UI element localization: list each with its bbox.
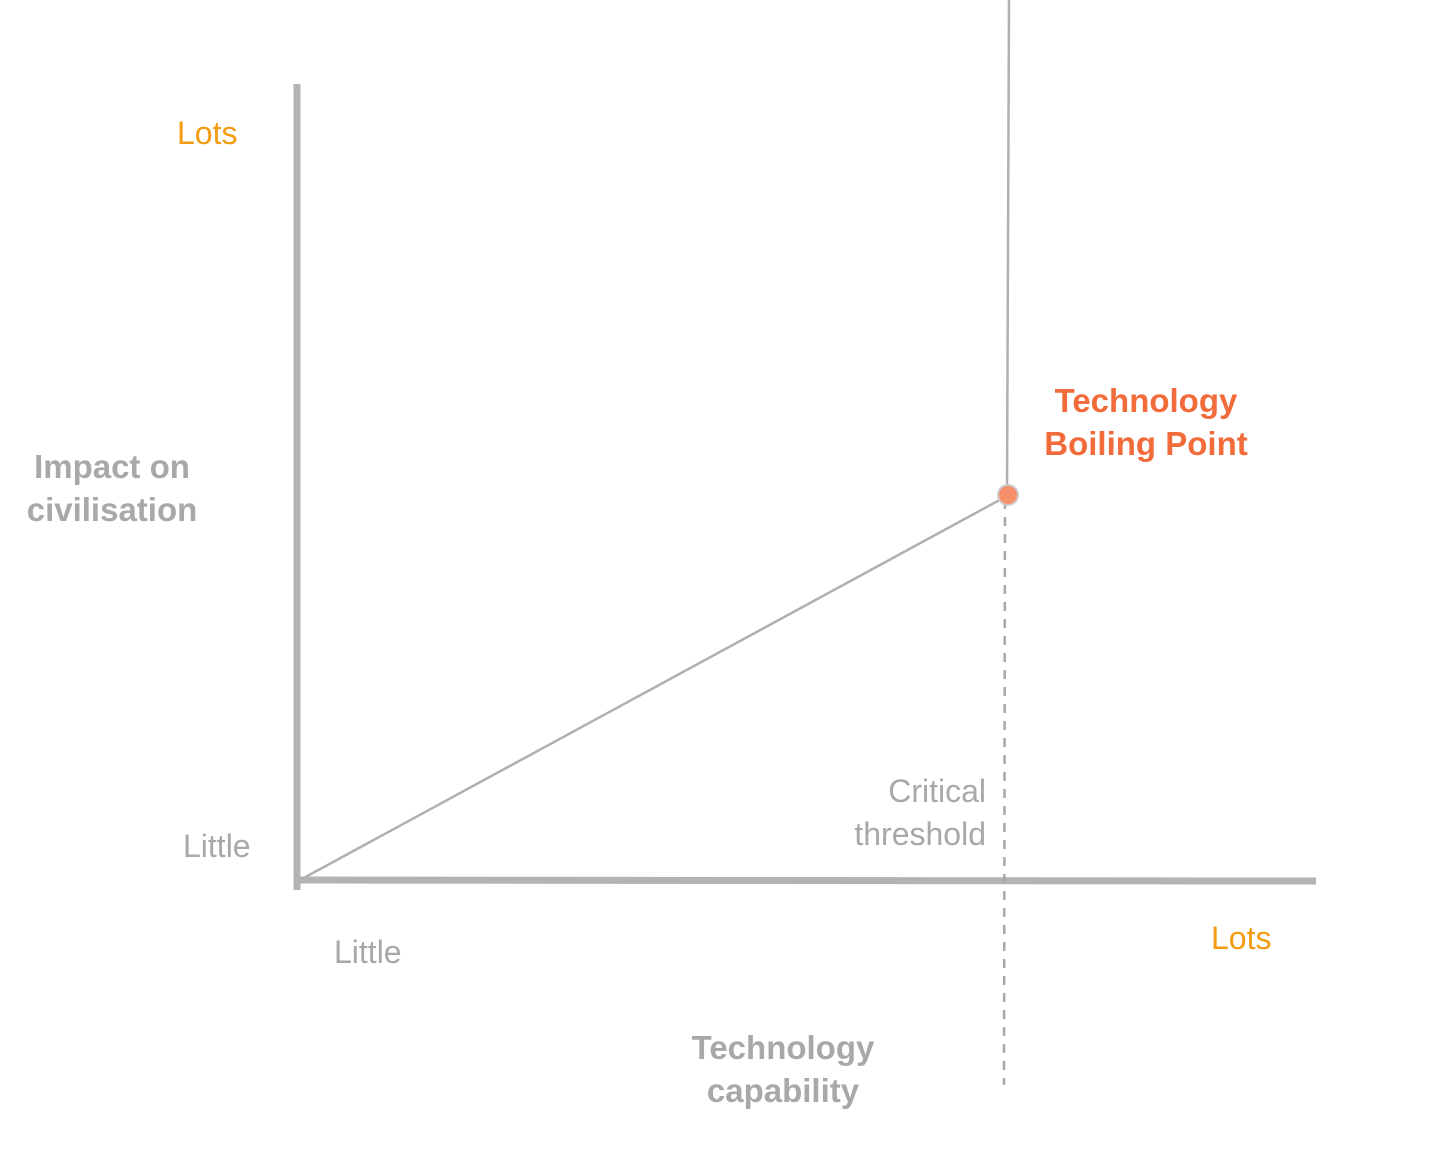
y-axis-title-line-2: civilisation [27, 491, 198, 528]
critical-threshold-label-line-1: Critical [888, 773, 986, 809]
y-axis-title-line-1: Impact on [34, 448, 190, 485]
boiling-point-label-line-1: Technology [1055, 382, 1238, 419]
linear-growth-line [299, 494, 1008, 882]
vertical-jump-line [1005, 0, 1011, 497]
y-axis-top-label: Lots [177, 115, 237, 151]
critical-threshold-label-line-2: threshold [854, 816, 986, 852]
y-axis-bottom-label: Little [183, 828, 251, 864]
x-axis-left-label: Little [334, 934, 402, 970]
critical-threshold-line [1002, 499, 1007, 1086]
boiling-point-marker [997, 484, 1019, 506]
x-axis-title-line-1: Technology [692, 1029, 875, 1066]
x-axis-line [296, 876, 1317, 885]
x-axis-title-line-2: capability [707, 1072, 860, 1109]
x-axis-right-label: Lots [1211, 920, 1271, 956]
boiling-point-label-line-2: Boiling Point [1044, 425, 1247, 462]
